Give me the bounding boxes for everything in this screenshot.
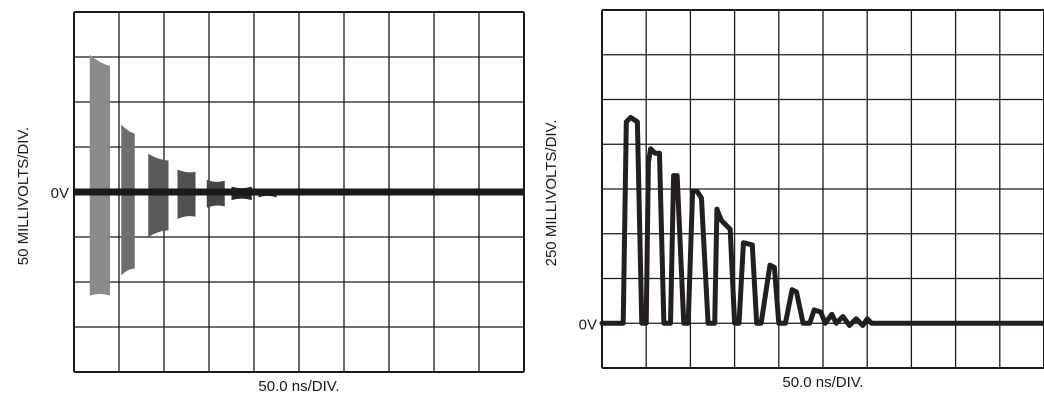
right-y-axis-label: 250 MILLIVOLTS/DIV. bbox=[543, 120, 560, 267]
left-graticule bbox=[73, 11, 525, 373]
left-x-axis-label: 50.0 ns/DIV. bbox=[258, 378, 339, 395]
right-x-axis-label: 50.0 ns/DIV. bbox=[782, 374, 863, 391]
left-ringing-bursts bbox=[89, 54, 313, 296]
right-scope-panel: 0V 250 MILLIVOLTS/DIV. 50.0 ns/DIV. bbox=[543, 9, 1044, 391]
left-y-axis-label: 50 MILLIVOLTS/DIV. bbox=[15, 127, 32, 265]
right-waveform-trace bbox=[599, 114, 1044, 328]
ringing-burst bbox=[89, 54, 110, 296]
right-zero-label: 0V bbox=[579, 316, 597, 333]
left-scope-panel: 0V 50 MILLIVOLTS/DIV. 50.0 ns/DIV. bbox=[15, 11, 525, 395]
left-zero-label: 0V bbox=[51, 185, 69, 202]
ringing-burst bbox=[121, 124, 135, 276]
